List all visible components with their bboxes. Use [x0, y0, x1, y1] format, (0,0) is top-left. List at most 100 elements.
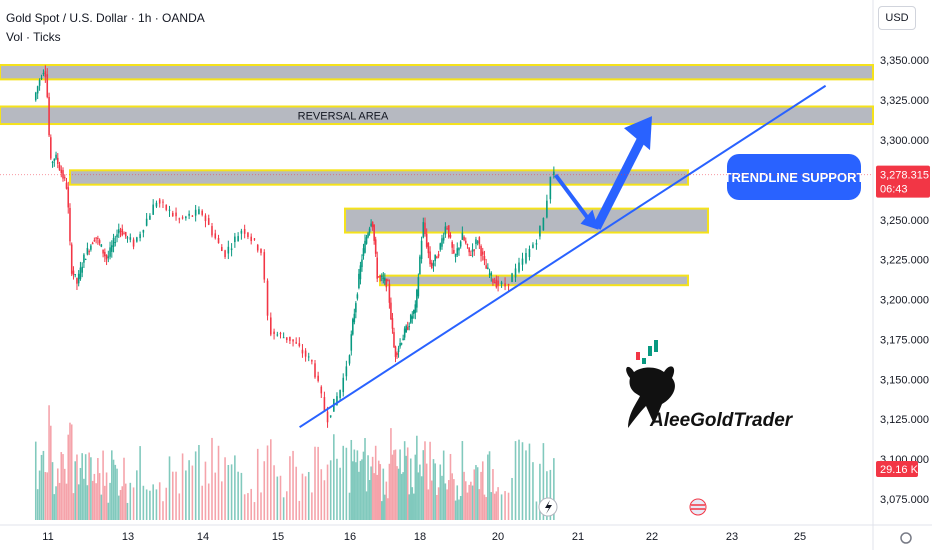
volume-bar	[419, 464, 421, 520]
candle-body	[362, 248, 365, 256]
chart-title: Gold Spot / U.S. Dollar · 1h · OANDA	[6, 11, 205, 25]
candle-body	[317, 375, 319, 381]
candle-body	[471, 249, 474, 252]
volume-bar	[399, 449, 401, 520]
candle-body	[95, 237, 97, 239]
candle-body	[497, 280, 499, 286]
volume-bar	[434, 463, 436, 520]
candle-body	[345, 366, 348, 377]
volume-bar	[74, 461, 77, 520]
candle-body	[549, 176, 552, 200]
candle-body	[298, 343, 301, 346]
candle-body	[74, 274, 77, 276]
volume-bar	[100, 494, 103, 520]
volume-bar	[307, 471, 310, 520]
candle-body	[388, 283, 391, 303]
volume-bar	[234, 455, 236, 520]
candle-body	[352, 319, 354, 335]
candle-body	[104, 251, 106, 257]
candle-body	[429, 251, 431, 265]
volume-bar	[116, 468, 118, 520]
volume-bar	[98, 473, 101, 520]
candle-body	[481, 251, 484, 255]
volume-bar	[456, 485, 459, 520]
candle-body	[483, 256, 486, 261]
volume-bar	[217, 445, 220, 520]
volume-bar	[384, 494, 386, 520]
volume-bar	[525, 450, 527, 520]
candle-body	[391, 318, 394, 329]
logo-candle	[636, 352, 640, 360]
candle-body	[234, 236, 236, 243]
volume-bar	[77, 484, 80, 520]
candle-body	[34, 92, 37, 101]
volume-bar	[374, 445, 377, 520]
candle-body	[84, 259, 87, 261]
volume-bar	[91, 480, 94, 520]
candle-body	[40, 77, 43, 79]
volume-bar	[145, 489, 148, 520]
volume-bar	[152, 484, 154, 520]
candle-body	[480, 245, 482, 257]
volume-bar	[132, 487, 135, 520]
volume-bar	[111, 450, 113, 520]
candle-body	[253, 238, 256, 240]
candle-body	[185, 216, 187, 219]
candle-body	[295, 342, 297, 344]
volume-bars	[34, 405, 555, 520]
volume-bar	[437, 487, 440, 520]
volume-bar	[139, 446, 141, 520]
volume-bar	[367, 455, 369, 520]
candle-body	[475, 239, 477, 245]
candle-body	[451, 242, 453, 248]
candle-body	[478, 237, 481, 245]
candle-body	[194, 209, 197, 216]
volume-bar	[168, 456, 171, 520]
candle-body	[436, 256, 438, 259]
candle-body	[243, 229, 246, 234]
candle-body	[326, 411, 329, 423]
candle-body	[50, 137, 52, 159]
price-tick-label: 3,075.000	[880, 494, 929, 506]
candle-body	[420, 240, 423, 259]
volume-bar	[483, 494, 486, 520]
volume-bar	[476, 467, 479, 520]
volume-bar	[247, 493, 249, 520]
candles	[34, 65, 555, 428]
volume-bar	[549, 469, 552, 520]
candle-body	[162, 201, 164, 203]
volume-bar	[40, 454, 43, 520]
volume-bar	[393, 450, 395, 520]
volume-bar	[362, 451, 365, 520]
volume-bar	[417, 472, 420, 520]
candle-body	[411, 316, 414, 319]
candle-body	[279, 333, 282, 335]
candle-body	[439, 243, 442, 250]
volume-bar	[391, 454, 394, 520]
candle-body	[355, 303, 357, 313]
volume-bar	[488, 451, 491, 520]
currency-button[interactable]: USD	[878, 6, 916, 30]
volume-bar	[424, 441, 426, 520]
volume-bar	[124, 483, 127, 520]
time-tick-label: 11	[42, 531, 53, 543]
volume-bar	[470, 481, 472, 520]
volume-bar	[42, 450, 45, 520]
volume-bar	[282, 497, 285, 520]
candle-body	[198, 209, 200, 215]
candle-body	[214, 233, 217, 239]
candle-body	[178, 218, 181, 220]
logo-candle	[648, 346, 652, 356]
volume-bar	[442, 450, 445, 520]
projection-arrowhead-up	[624, 116, 652, 151]
candle-body	[158, 199, 161, 204]
volume-bar	[67, 434, 70, 520]
candle-body	[224, 250, 226, 257]
candle-body	[58, 164, 61, 171]
sr-zone	[379, 274, 689, 287]
candle-body	[191, 215, 194, 217]
volume-bar	[336, 458, 338, 520]
volume-bar	[481, 461, 484, 520]
